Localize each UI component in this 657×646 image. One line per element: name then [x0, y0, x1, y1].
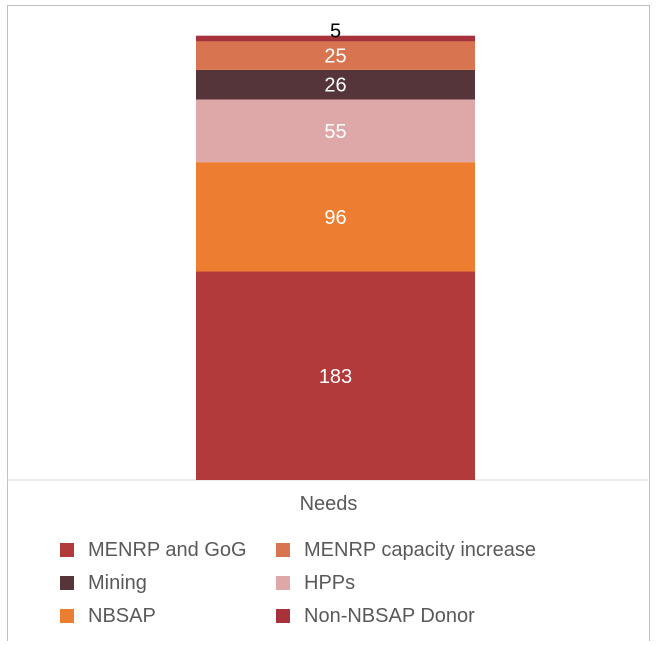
data-label-nbsap: 96: [324, 207, 346, 229]
legend-label: MENRP capacity increase: [304, 538, 536, 561]
bar-segment-non-nbsap-donor: [196, 35, 475, 42]
bar-segment-mining: [196, 69, 475, 100]
legend-label: Non-NBSAP Donor: [304, 604, 475, 627]
bar-segment-hpps: [196, 99, 475, 163]
legend-label: Mining: [88, 571, 147, 594]
legend-item-hpps: HPPs: [276, 568, 355, 598]
legend-item-nbsap: NBSAP: [60, 601, 156, 631]
legend-swatch: [60, 609, 74, 623]
legend-swatch: [276, 543, 290, 557]
data-label-mining: 26: [324, 75, 346, 97]
data-label-menrp-and-gog: 183: [319, 366, 352, 388]
legend-item-menrp-capacity-increase: MENRP capacity increase: [276, 535, 536, 565]
chart-frame: [7, 5, 650, 641]
data-label-non-nbsap-donor: 5: [330, 21, 341, 43]
bar-segment-nbsap: [196, 162, 475, 272]
bar-stack: 183 96 55 26 25 5: [196, 21, 475, 480]
legend-label: HPPs: [304, 571, 356, 594]
legend-item-mining: Mining: [60, 568, 147, 598]
legend-label: NBSAP: [88, 604, 156, 627]
legend-swatch: [60, 543, 74, 557]
legend-item-menrp-and-gog: MENRP and GoG: [60, 535, 247, 565]
data-label-hpps: 55: [324, 121, 346, 143]
bar-segment-menrp-capacity-increase: [196, 41, 475, 70]
legend-item-non-nbsap-donor: Non-NBSAP Donor: [276, 601, 475, 631]
data-label-menrp-capacity-increase: 25: [324, 46, 346, 68]
legend-swatch: [276, 576, 290, 590]
legend-label: MENRP and GoG: [88, 538, 247, 561]
bar-segment-menrp-and-gog: [196, 271, 475, 480]
x-axis-category-label: Needs: [299, 493, 358, 515]
legend-swatch: [276, 609, 290, 623]
legend-swatch: [60, 576, 74, 590]
